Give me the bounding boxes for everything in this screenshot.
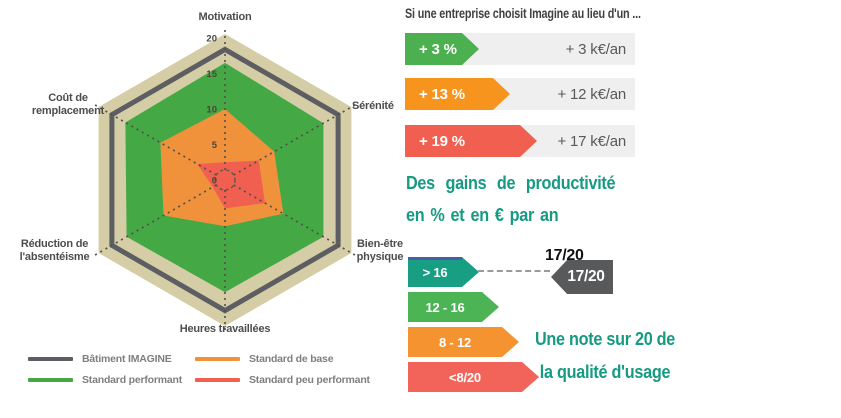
rating-note-line1: Une note sur 20 de xyxy=(534,329,676,349)
gain-percent: + 19 % xyxy=(419,132,465,150)
radar-chart: 20 15 10 5 0 xyxy=(94,30,356,330)
legend-swatch-green xyxy=(28,378,73,382)
dashed-connector-line xyxy=(478,270,550,272)
arrow-tip-icon xyxy=(482,292,499,322)
gains-title: Si une entreprise choisit Imagine au lie… xyxy=(405,6,641,21)
svg-text:0: 0 xyxy=(212,176,217,187)
gain-row-2: + 12 k€/an + 13 % xyxy=(405,78,635,110)
legend-swatch-orange xyxy=(195,357,240,361)
arrow-tip-icon xyxy=(462,33,479,65)
legend-item-standard-peu-performant: Standard peu performant xyxy=(195,374,370,386)
arrow-tip-icon xyxy=(462,257,479,287)
rating-band-lt8: <8/20 xyxy=(408,362,539,392)
legend-swatch-red xyxy=(195,378,240,382)
axis-label-bien-etre: Bien-être physique xyxy=(356,238,404,263)
legend-swatch-gray xyxy=(28,357,73,361)
gain-arrow: + 3 % xyxy=(405,33,479,65)
gain-arrow: + 19 % xyxy=(405,125,537,157)
svg-text:20: 20 xyxy=(206,34,217,45)
gains-caption-line2: en % et en € par an xyxy=(406,205,559,225)
axis-label-reduction: Réduction de l'absentéisme xyxy=(19,238,90,263)
gain-amount: + 17 k€/an xyxy=(557,132,627,150)
legend-item-standard-de-base: Standard de base xyxy=(195,353,334,365)
axis-label-cout: Coût de remplacement xyxy=(31,92,105,117)
arrow-tip-icon xyxy=(522,362,539,392)
legend-label: Standard de base xyxy=(249,353,334,365)
gain-amount: + 12 k€/an xyxy=(557,85,627,103)
gain-percent: + 3 % xyxy=(419,40,457,58)
axis-label-serenite: Sérénité xyxy=(352,100,394,112)
rating-band-12-16: 12 - 16 xyxy=(408,292,499,322)
legend-item-batiment-imagine: Bâtiment IMAGINE xyxy=(28,353,172,365)
legend-label: Bâtiment IMAGINE xyxy=(82,353,172,365)
gains-caption-line1: Des gains de productivité xyxy=(406,173,616,193)
arrow-tip-icon xyxy=(493,78,510,110)
rating-band-label: > 16 xyxy=(422,264,448,280)
rating-band-label: 12 - 16 xyxy=(425,299,465,315)
legend-label: Standard peu performant xyxy=(249,374,370,386)
svg-text:5: 5 xyxy=(212,140,218,151)
legend-item-standard-performant: Standard performant xyxy=(28,374,182,386)
arrow-tip-icon xyxy=(520,125,537,157)
gain-arrow: + 13 % xyxy=(405,78,510,110)
rating-band-8-12: 8 - 12 xyxy=(408,327,519,357)
gain-row-1: + 3 k€/an + 3 % xyxy=(405,33,635,65)
blue-strip xyxy=(408,257,462,260)
gain-amount: + 3 k€/an xyxy=(565,40,627,58)
rating-band-gt16: > 16 xyxy=(408,257,479,287)
rating-note-line2: la qualité d'usage xyxy=(539,362,671,382)
svg-text:10: 10 xyxy=(206,105,217,116)
svg-text:15: 15 xyxy=(206,69,217,80)
score-badge: 17/20 xyxy=(551,260,613,294)
gain-row-3: + 17 k€/an + 19 % xyxy=(405,125,635,157)
gain-percent: + 13 % xyxy=(419,85,465,103)
rating-band-label: 8 - 12 xyxy=(438,334,472,350)
rating-band-label: <8/20 xyxy=(449,369,481,385)
arrow-tip-icon xyxy=(502,327,519,357)
legend-label: Standard performant xyxy=(82,374,183,386)
axis-label-heures: Heures travaillées xyxy=(179,323,271,335)
axis-label-motivation: Motivation xyxy=(198,11,252,23)
score-text-behind: 17/20 xyxy=(545,247,584,264)
